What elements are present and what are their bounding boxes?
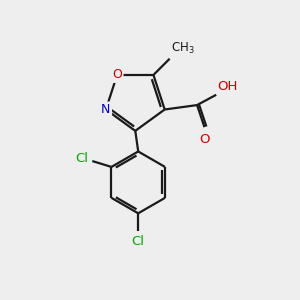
Text: O: O [112,68,122,81]
Text: Cl: Cl [132,236,145,248]
Text: O: O [199,133,210,146]
Text: Cl: Cl [75,152,88,165]
Text: N: N [101,103,111,116]
Text: CH$_3$: CH$_3$ [171,41,195,56]
Text: OH: OH [218,80,238,93]
